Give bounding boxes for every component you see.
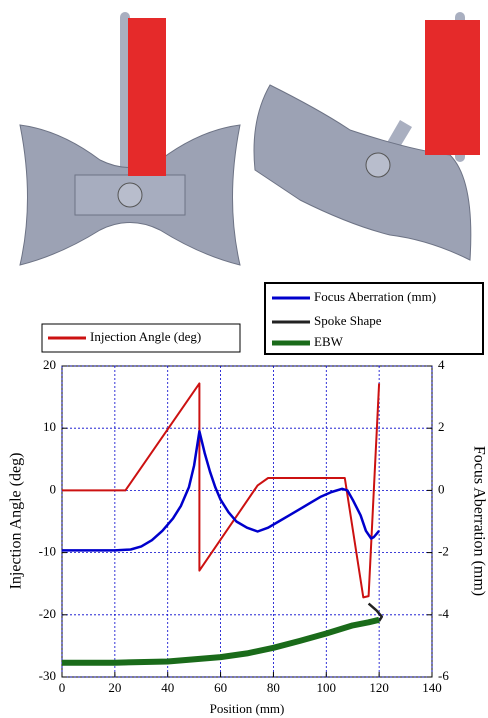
plot-frame	[62, 366, 432, 677]
x-tick-label: 80	[267, 680, 280, 695]
x-tick-label: 100	[317, 680, 337, 695]
legend-label: Focus Aberration (mm)	[314, 289, 436, 304]
render-front	[20, 12, 240, 265]
render-tilted	[254, 12, 480, 260]
x-axis-label: Position (mm)	[210, 701, 285, 716]
y-tick-label: 0	[50, 481, 57, 496]
x-tick-label: 40	[161, 680, 174, 695]
y-axis-label: Injection Angle (deg)	[8, 453, 25, 590]
y-tick-label: -30	[39, 668, 56, 683]
legend-label: Injection Angle (deg)	[90, 329, 201, 344]
y-tick-label: -20	[39, 606, 56, 621]
legend-label: EBW	[314, 334, 344, 349]
y2-tick-label: -4	[438, 606, 449, 621]
x-tick-label: 120	[369, 680, 389, 695]
x-tick-label: 60	[214, 680, 227, 695]
y-tick-label: -10	[39, 544, 56, 559]
y2-tick-label: 2	[438, 419, 445, 434]
y-tick-label: 20	[43, 357, 56, 372]
y2-tick-label: -2	[438, 544, 449, 559]
x-tick-label: 20	[108, 680, 121, 695]
y2-tick-label: -6	[438, 668, 449, 683]
y2-tick-label: 4	[438, 357, 445, 372]
y-tick-label: 10	[43, 419, 56, 434]
figure: Position (mm) Injection Angle (deg) Focu…	[0, 0, 488, 718]
y2-axis-label: Focus Aberration (mm)	[470, 446, 487, 596]
y2-tick-label: 0	[438, 481, 445, 496]
legend-label: Spoke Shape	[314, 313, 382, 328]
x-tick-label: 0	[59, 680, 66, 695]
